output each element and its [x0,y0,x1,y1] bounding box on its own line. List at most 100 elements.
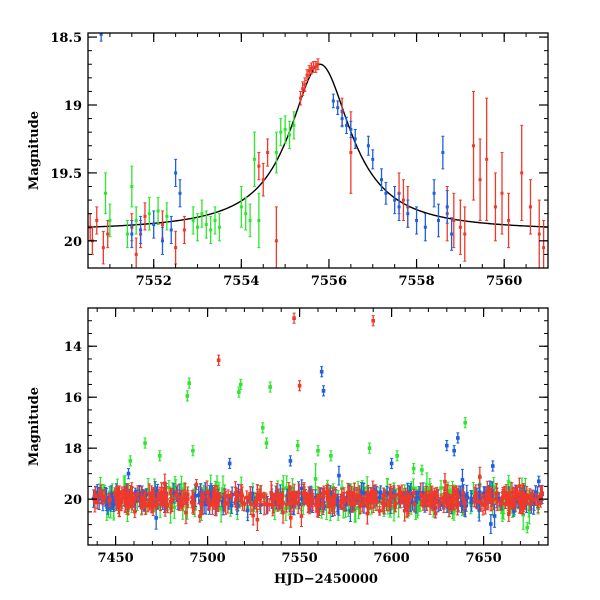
red-data-point [130,494,134,499]
green-data-point [288,133,292,137]
green-data-point [182,488,187,492]
red-data-point [371,490,375,495]
red-data-point [154,502,158,507]
green-data-point [420,468,424,472]
red-data-point [247,495,252,500]
y-tick-label: 19 [64,99,82,114]
blue-data-point [478,498,482,503]
green-data-point [471,491,476,495]
x-tick-label: 7554 [223,274,259,289]
red-data-point [433,511,438,516]
blue-data-point [336,106,340,110]
plot-frame [87,32,549,269]
blue-data-point [464,503,468,508]
red-data-point [435,494,440,499]
green-data-point [167,486,171,490]
blue-data-point [193,494,198,498]
blue-data-point [366,144,370,148]
red-data-point [521,501,526,506]
red-data-point [458,225,462,229]
red-data-point [530,497,535,502]
blue-data-point [153,490,157,495]
blue-data-point [533,490,538,495]
red-data-point [382,502,386,506]
red-data-point [489,497,493,502]
red-data-point [400,490,404,495]
green-data-point [200,212,204,216]
red-data-point [439,496,443,501]
red-data-point [120,496,124,500]
red-data-point [303,83,307,87]
red-data-point [95,500,100,505]
red-data-point [301,87,305,91]
red-data-point [420,499,425,504]
green-data-point [191,218,195,222]
red-data-point [475,499,480,504]
red-data-point [339,494,344,498]
green-data-point [196,225,200,229]
green-data-point [386,506,390,511]
red-data-point [150,502,154,507]
red-data-point [280,501,285,506]
blue-data-point [109,492,114,497]
red-data-point [112,491,117,495]
red-data-point [139,495,144,500]
red-data-point [473,495,477,499]
red-data-point [294,494,298,499]
red-data-point [463,232,467,236]
x-tick-label: 7552 [136,274,172,289]
blue-data-point [106,503,110,508]
red-data-point [229,493,233,498]
x-tick-label: 7560 [486,274,522,289]
red-data-point [125,492,130,497]
red-data-point [146,503,150,508]
x-tick-label: 7500 [190,551,226,566]
red-data-point [292,491,297,496]
red-data-point [309,66,313,70]
y-tick-label: 19.5 [50,167,82,182]
red-data-point [194,482,199,487]
red-data-point [483,497,488,501]
blue-data-point [348,508,353,513]
red-data-point [163,491,167,496]
red-data-point [151,496,156,500]
red-data-point [170,498,174,502]
green-outlier-point [143,441,147,445]
red-outlier-point [292,316,296,320]
blue-data-point [104,497,109,502]
green-data-point [204,223,208,227]
bottom-panel: 7450 7500 7550 7600 7650 14 16 18 20 Magnitude [27,307,549,566]
red-data-point [184,510,188,515]
green-outlier-point [367,446,372,450]
red-data-point [368,499,373,504]
green-outlier-point [185,394,190,398]
red-data-point [192,502,197,506]
red-data-point [218,494,222,499]
red-data-point [428,503,432,508]
red-data-point [202,495,206,499]
red-data-point [364,497,368,501]
green-data-point [108,218,112,222]
green-outlier-point [237,390,241,394]
red-data-point [117,490,122,495]
red-data-point [233,491,238,495]
red-data-point [346,490,350,495]
green-data-point [284,486,289,490]
blue-data-point [344,123,348,127]
blue-data-point [274,500,279,505]
green-data-point [411,486,416,491]
red-data-point [244,495,249,500]
red-data-point [401,495,405,500]
red-data-point [121,491,126,495]
green-data-point [353,506,358,510]
blue-data-point [245,508,250,513]
red-data-point [274,239,278,243]
red-data-point [216,502,220,506]
red-data-point [487,492,492,496]
red-data-point [448,499,452,503]
red-data-point [377,509,382,513]
blue-outlier-point [126,471,131,476]
green-data-point [239,205,243,209]
red-data-point [528,205,532,209]
x-tick-label: 7450 [98,551,134,566]
